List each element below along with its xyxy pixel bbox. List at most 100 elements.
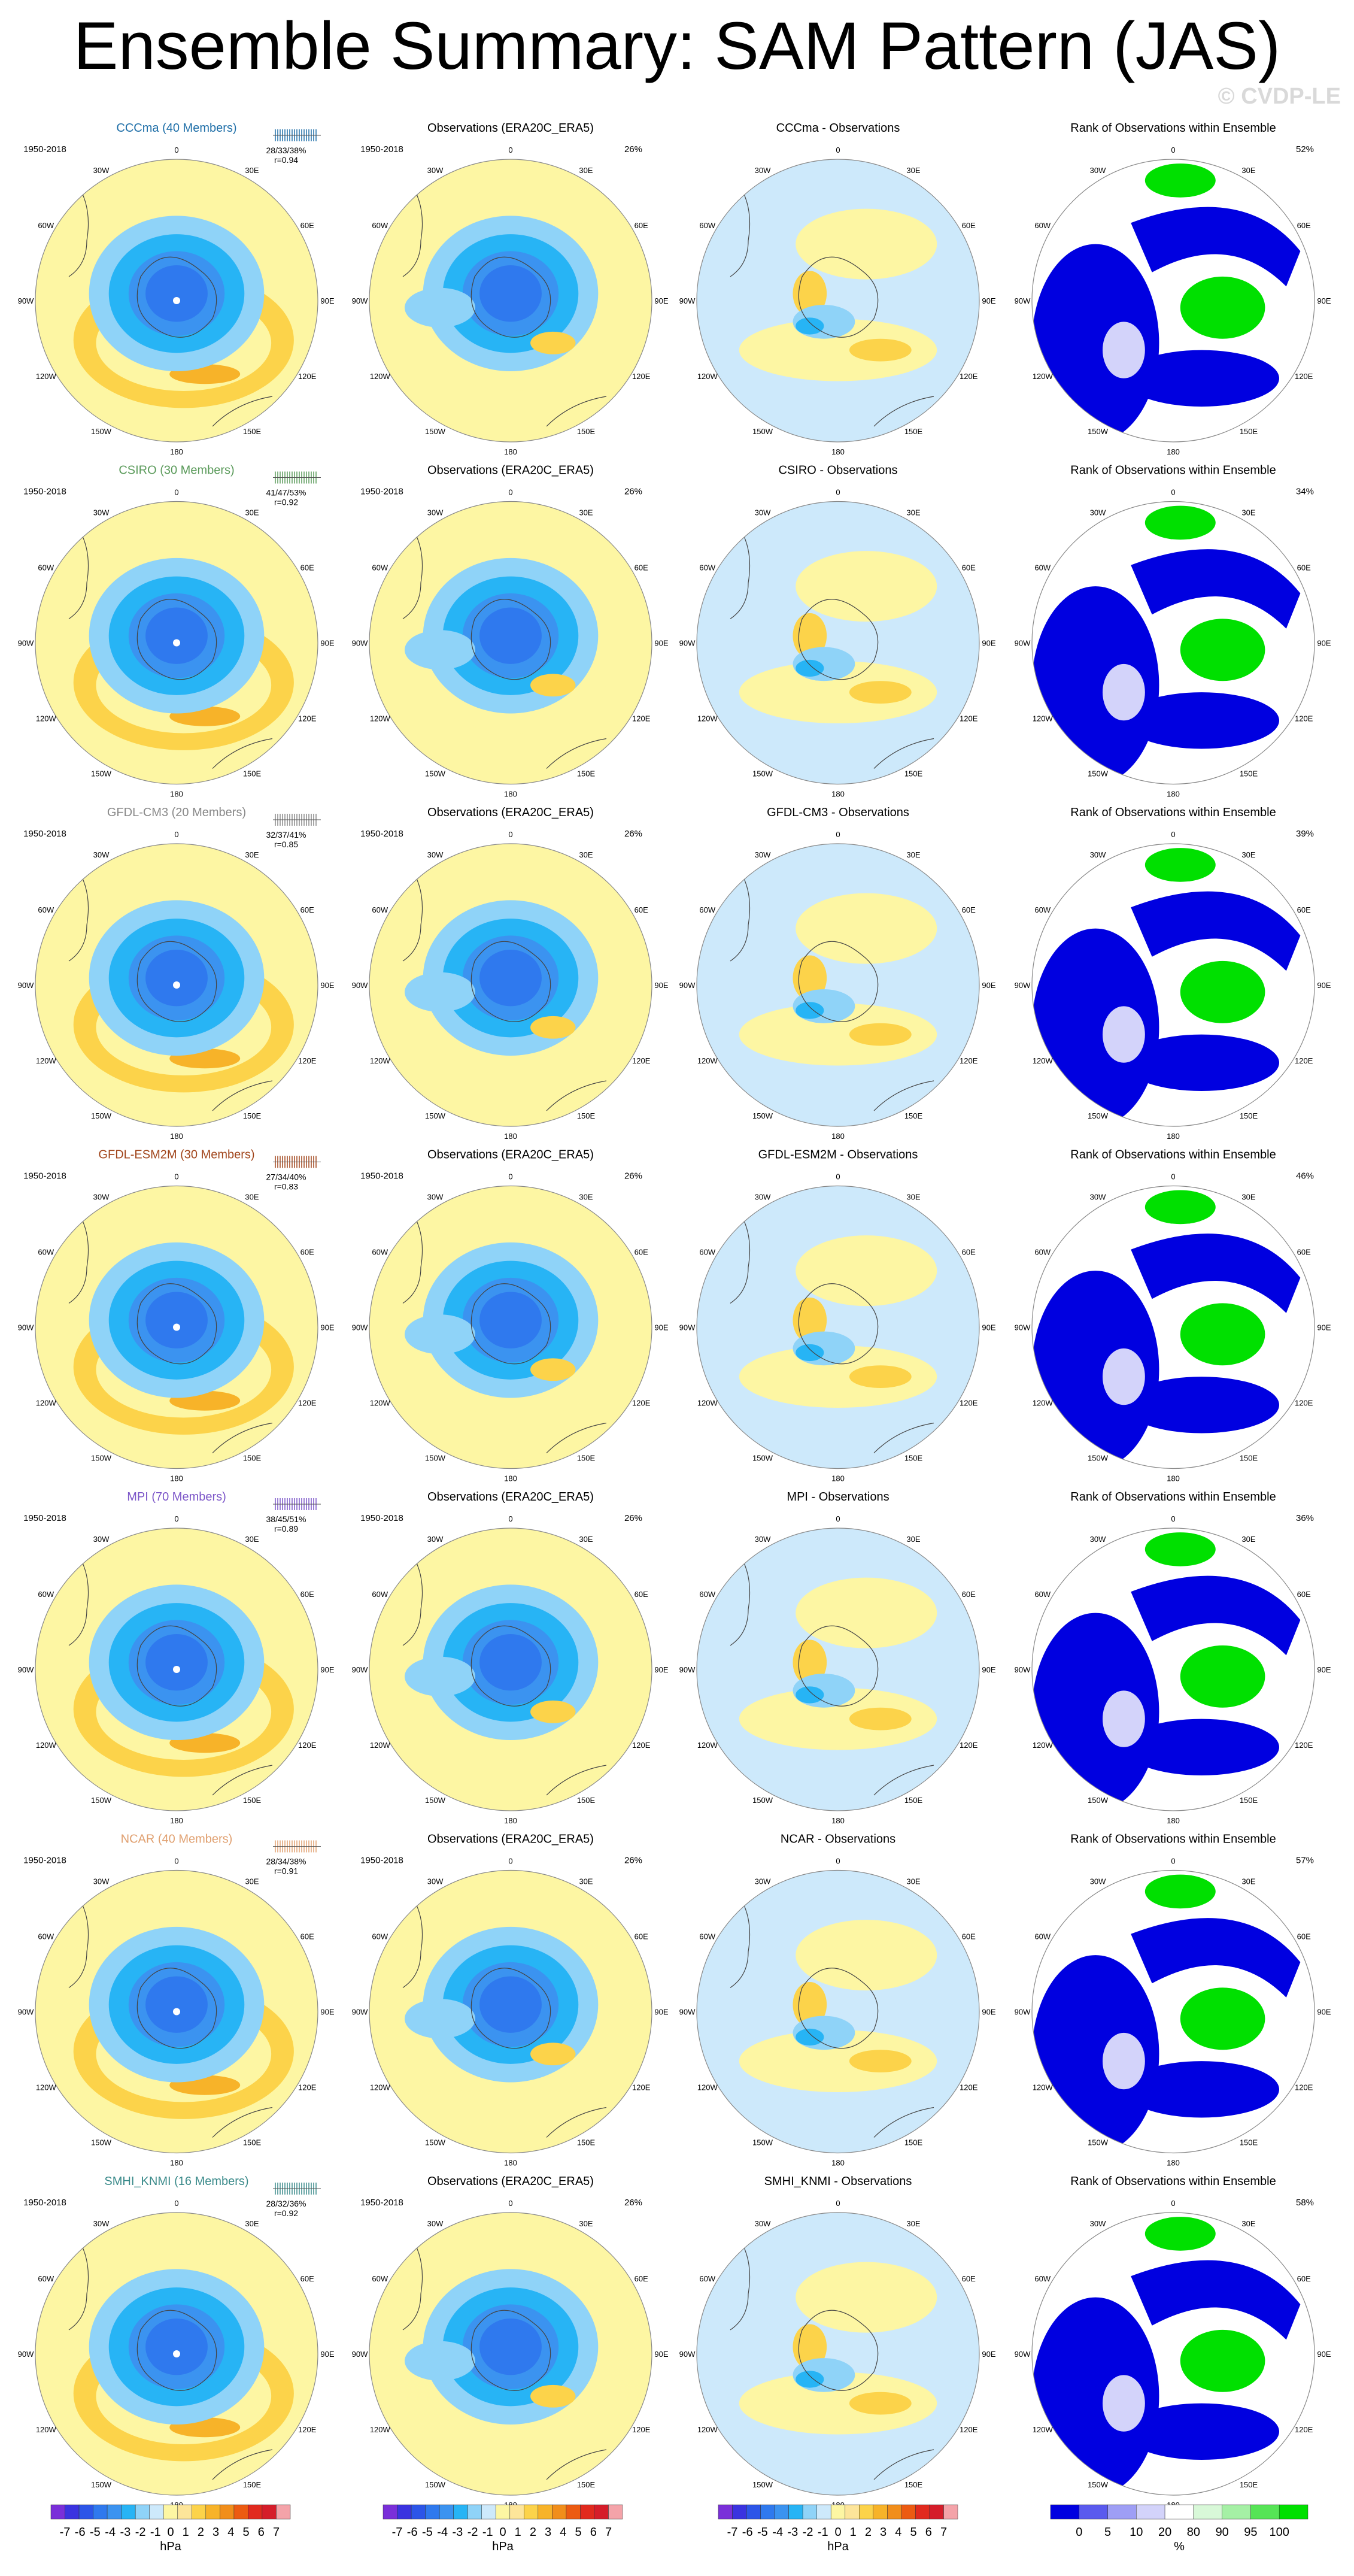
contour-neg-4 xyxy=(145,1976,208,2033)
lon-label: 0 xyxy=(508,1514,512,1523)
diff-positive xyxy=(796,2262,937,2333)
contour-neg-4 xyxy=(145,1634,208,1691)
lon-label: 90E xyxy=(654,639,668,648)
lon-label: 60W xyxy=(38,905,54,914)
lon-label: 0 xyxy=(508,2199,512,2208)
lon-label: 60E xyxy=(300,905,314,914)
colorbar-tick: -2 xyxy=(467,2526,478,2539)
model-map: CCCma (40 Members) 1950-2018 28/33/38%r=0.… xyxy=(18,122,335,456)
colorbar-swatch xyxy=(915,2504,930,2520)
lon-label: 30W xyxy=(427,2219,444,2228)
lon-label: 90E xyxy=(1317,639,1331,648)
lon-label: 120E xyxy=(960,714,978,723)
rank-map: Rank of Observations within Ensemble 39% 0… xyxy=(1015,806,1331,1141)
lon-label: 150W xyxy=(1088,2480,1109,2489)
lon-label: 90E xyxy=(1317,1665,1331,1674)
lon-label: 30W xyxy=(427,508,444,517)
lon-label: 60W xyxy=(372,221,388,230)
lon-label: 30W xyxy=(427,1535,444,1544)
rank-map: Rank of Observations within Ensemble 52% 0… xyxy=(1015,122,1331,456)
lon-label: 90W xyxy=(352,639,368,648)
contour-neg-tail xyxy=(405,1999,475,2039)
australia-outline xyxy=(873,738,934,769)
lon-label: 90E xyxy=(320,1323,334,1332)
lon-label: 90E xyxy=(1317,2008,1331,2017)
diff-map: MPI - Observations 0 30E 60E 90E 120E 150E 180 1… xyxy=(679,1490,996,1825)
rank-mid xyxy=(1103,2032,1145,2090)
map-background xyxy=(697,1870,979,2153)
colorbar-swatch xyxy=(205,2504,220,2520)
map-fill xyxy=(402,2233,607,2480)
diff-title: CSIRO - Observations xyxy=(779,464,898,477)
rank-high xyxy=(1180,276,1265,339)
colorbar-swatch xyxy=(524,2504,539,2520)
diff-positive-ring xyxy=(739,319,937,381)
map-fill xyxy=(730,865,937,1111)
lon-label: 150E xyxy=(243,2480,262,2489)
map-border xyxy=(369,159,652,443)
lon-label: 30W xyxy=(93,166,110,175)
model-r: r=0.94 xyxy=(274,155,298,165)
map-border xyxy=(35,1869,318,2154)
contour-neg-4 xyxy=(479,607,542,664)
australia-outline xyxy=(212,396,273,427)
diff-map: GFDL-CM3 - Observations 0 30E 60E 90E 120E 150… xyxy=(679,806,996,1141)
colorbar-tick: 6 xyxy=(590,2526,597,2539)
lon-label: 60E xyxy=(962,905,976,914)
rank-fill xyxy=(1032,163,1301,442)
model-title: NCAR (40 Members) xyxy=(121,1833,233,1846)
lon-label: 120W xyxy=(370,1399,391,1408)
lon-label: 60W xyxy=(38,1248,54,1257)
lon-label: 0 xyxy=(1171,2199,1175,2208)
lon-label: 60E xyxy=(635,1932,648,1941)
lon-label: 90W xyxy=(18,296,34,305)
lon-label: 90W xyxy=(352,1665,368,1674)
lon-label: 60E xyxy=(635,563,648,572)
antarctica-outline xyxy=(470,2310,551,2391)
contour-neg-4 xyxy=(145,607,208,664)
lon-label: 90W xyxy=(679,2008,696,2017)
lon-label: 60W xyxy=(38,2274,54,2283)
lon-label: 30E xyxy=(245,2219,259,2228)
antarctica-outline xyxy=(136,1283,217,1365)
panel-row-mpi: MPI (70 Members) 1950-2018 38/45/51%r=0.89… xyxy=(18,1490,1331,1825)
map-border xyxy=(696,1869,980,2154)
map-border xyxy=(35,843,318,1127)
colorbar-tick: 5 xyxy=(910,2526,917,2539)
colorbar-tick: 4 xyxy=(895,2526,901,2539)
colorbar-swatch xyxy=(495,2504,510,2520)
rank-low xyxy=(1124,350,1279,407)
diff-negative-core xyxy=(796,1002,824,1019)
model-map: GFDL-CM3 (20 Members) 1950-2018 32/37/41%r… xyxy=(18,806,335,1141)
lon-label: 180 xyxy=(831,447,845,456)
lon-label: 0 xyxy=(508,488,512,497)
contour-neg-4 xyxy=(479,2319,542,2375)
colorbar-swatch xyxy=(746,2504,761,2520)
contour-neg-4 xyxy=(479,265,542,322)
pole-marker xyxy=(173,297,180,304)
lon-label: 90E xyxy=(1317,296,1331,305)
model-title: MPI (70 Members) xyxy=(127,1490,226,1504)
lon-label: 150W xyxy=(425,2138,446,2147)
pole-marker xyxy=(173,1666,180,1673)
lon-label: 150W xyxy=(91,1454,112,1463)
lon-label: 120E xyxy=(632,2083,651,2092)
lon-label: 120E xyxy=(632,1056,651,1065)
lon-label: 150W xyxy=(91,1111,112,1120)
obs-title: Observations (ERA20C_ERA5) xyxy=(427,2175,594,2188)
colorbar-swatch xyxy=(608,2504,623,2520)
lon-label: 30E xyxy=(906,850,920,859)
lon-label: 150W xyxy=(752,2138,773,2147)
lon-label: 120E xyxy=(632,1399,651,1408)
lon-label: 120W xyxy=(1033,1399,1054,1408)
model-r: r=0.83 xyxy=(274,1182,298,1192)
lon-label: 30W xyxy=(755,1535,771,1544)
colorbar-tick: 7 xyxy=(940,2526,947,2539)
lon-label: 150W xyxy=(752,1796,773,1805)
lon-label: 90W xyxy=(1015,981,1031,990)
colorbar-swatch xyxy=(149,2504,164,2520)
lon-label: 150E xyxy=(243,1111,262,1120)
lon-label: 30W xyxy=(755,2219,771,2228)
lon-label: 30E xyxy=(1241,508,1255,517)
lon-label: 150W xyxy=(91,2480,112,2489)
